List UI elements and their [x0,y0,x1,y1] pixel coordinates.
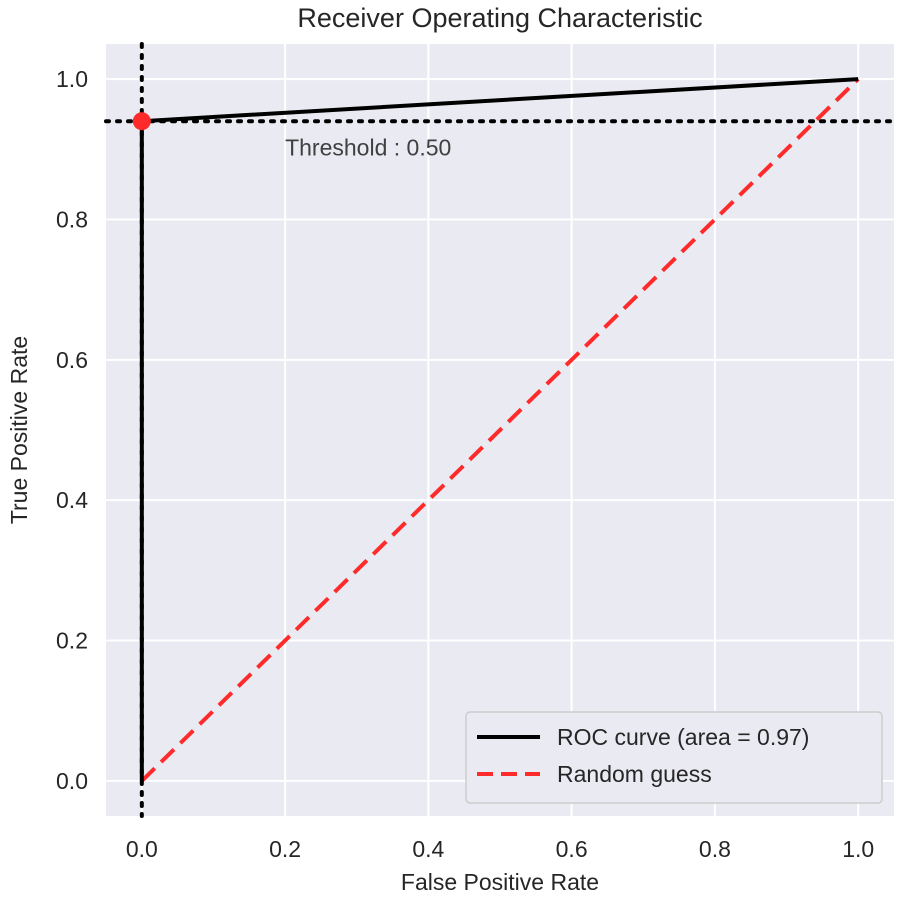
y-tick-label: 0.0 [56,768,88,794]
y-tick-label: 0.4 [56,487,88,513]
y-tick-label: 0.6 [56,347,88,373]
threshold-annotation: Threshold : 0.50 [285,134,451,160]
x-tick-label: 0.6 [556,836,588,862]
x-axis-label: False Positive Rate [401,869,599,895]
x-tick-label: 0.8 [699,836,731,862]
legend-random-label: Random guess [557,761,712,787]
x-tick-label: 1.0 [842,836,874,862]
threshold-point [132,112,151,131]
x-tick-label: 0.4 [412,836,444,862]
x-tick-label: 0.0 [126,836,158,862]
reference-lines [104,42,896,818]
chart-title: Receiver Operating Characteristic [297,3,702,33]
x-tick-label: 0.2 [269,836,301,862]
legend-box [465,711,883,804]
y-tick-label: 1.0 [56,66,88,92]
legend-roc-label: ROC curve (area = 0.97) [557,724,809,750]
y-tick-labels: 0.0 0.2 0.4 0.6 0.8 1.0 [56,66,88,794]
x-tick-labels: 0.0 0.2 0.4 0.6 0.8 1.0 [126,836,874,862]
y-tick-label: 0.2 [56,628,88,654]
threshold-point-layer [132,112,151,131]
random-guess-line [140,77,860,783]
legend: ROC curve (area = 0.97) Random guess [465,711,883,804]
y-tick-label: 0.8 [56,206,88,232]
y-axis-label: True Positive Rate [6,336,32,524]
